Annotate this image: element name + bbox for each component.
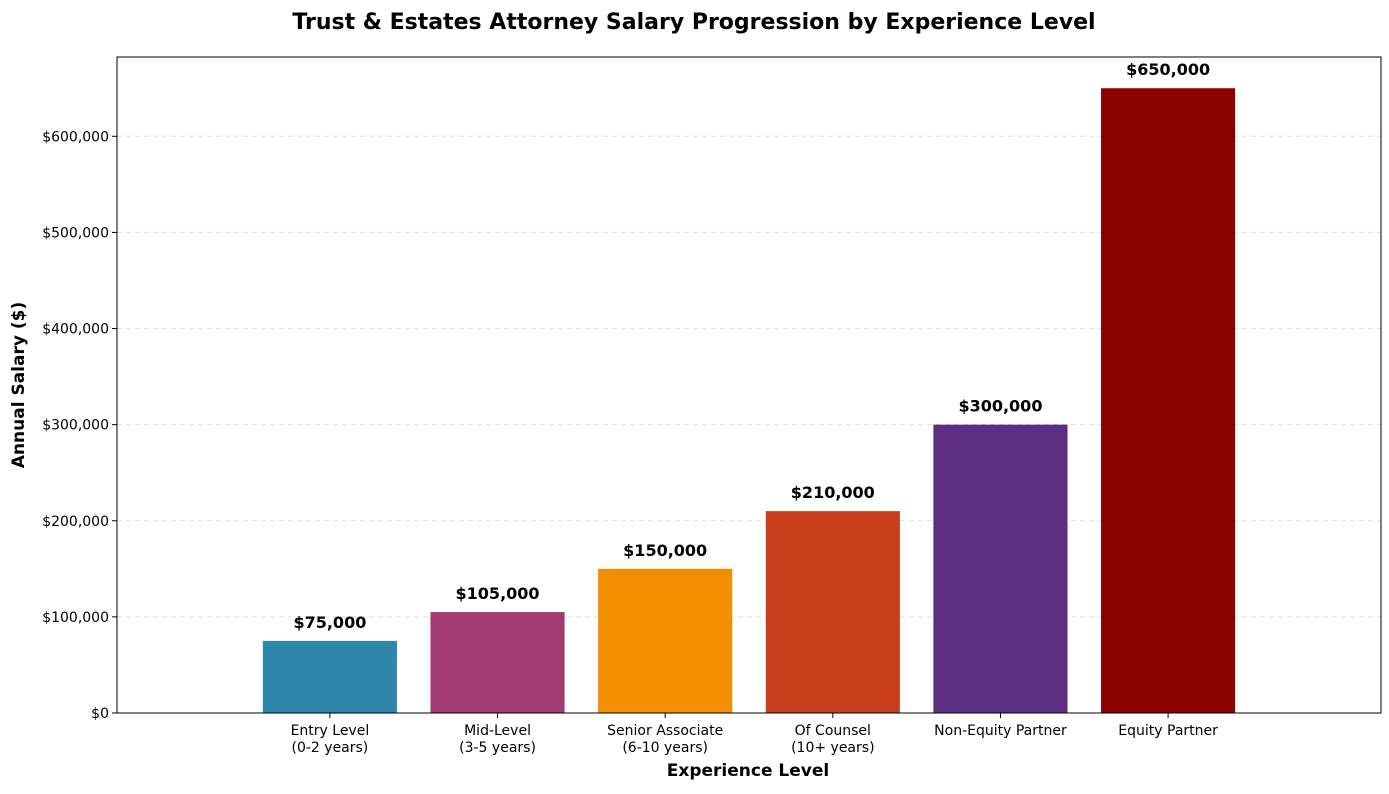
bar	[765, 511, 900, 713]
data-label: $650,000	[1126, 60, 1210, 79]
x-tick-label: Non-Equity Partner	[934, 723, 1067, 739]
x-tick-label: (10+ years)	[791, 740, 874, 756]
bars	[262, 88, 1236, 713]
x-tick-label: Entry Level	[291, 723, 370, 739]
x-tick-label: Of Counsel	[795, 723, 871, 739]
x-tick-label: Equity Partner	[1118, 723, 1218, 739]
y-tick-label: $300,000	[42, 418, 109, 434]
y-axis-ticks: $0 $100,000 $200,000 $300,000 $400,000 $500,0…	[42, 129, 117, 722]
data-labels: $75,000 $105,000 $150,000 $210,000 $300,000 $…	[293, 60, 1210, 632]
bar	[430, 612, 565, 713]
bar	[933, 424, 1068, 713]
x-tick-label: (0-2 years)	[292, 740, 369, 756]
y-tick-label: $200,000	[42, 514, 109, 530]
x-tick-label: (6-10 years)	[622, 740, 708, 756]
data-label: $75,000	[293, 613, 366, 632]
x-tick-label: (3-5 years)	[459, 740, 536, 756]
y-tick-label: $400,000	[42, 322, 109, 338]
y-tick-label: $600,000	[42, 129, 109, 145]
x-tick-label: Senior Associate	[607, 723, 723, 739]
x-tick-label: Mid-Level	[464, 723, 531, 739]
data-label: $210,000	[791, 483, 875, 502]
y-tick-label: $100,000	[42, 610, 109, 626]
bar	[262, 640, 397, 713]
plot-frame	[116, 56, 1382, 714]
data-label: $105,000	[456, 584, 540, 603]
chart-title: Trust & Estates Attorney Salary Progress…	[292, 10, 1095, 35]
x-axis-ticks: Entry Level(0-2 years) Mid-Level(3-5 year…	[291, 713, 1218, 756]
x-axis-label: Experience Level	[667, 761, 829, 781]
y-tick-label: $0	[91, 706, 109, 722]
data-label: $150,000	[623, 541, 707, 560]
y-axis-label: Annual Salary ($)	[9, 302, 29, 468]
y-tick-label: $500,000	[42, 225, 109, 241]
bar	[1101, 88, 1236, 713]
bar	[598, 568, 733, 713]
data-label: $300,000	[958, 397, 1042, 416]
